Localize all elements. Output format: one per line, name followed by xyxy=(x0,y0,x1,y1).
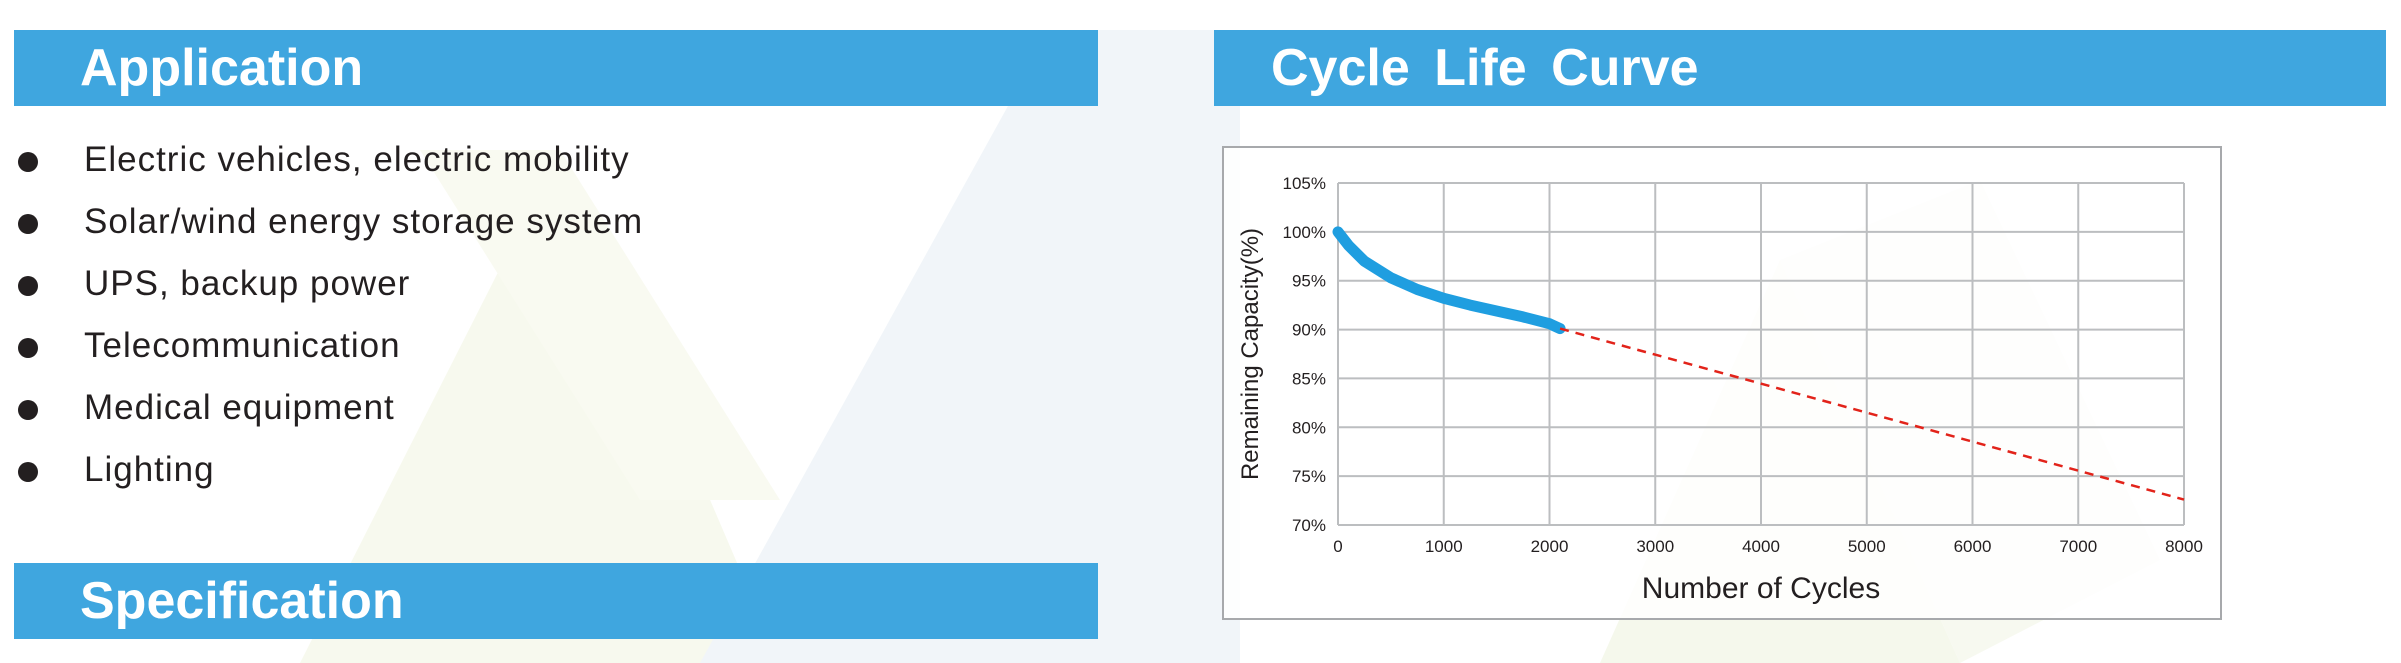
y-axis-label: Remaining Capacity(%) xyxy=(1237,228,1264,480)
y-tick-label: 95% xyxy=(1292,272,1326,291)
x-tick-label: 8000 xyxy=(2165,537,2203,556)
x-tick-label: 5000 xyxy=(1848,537,1886,556)
x-axis-label: Number of Cycles xyxy=(1642,572,1880,605)
list-item-label: Telecommunication xyxy=(84,326,401,365)
list-item: Electric vehicles, electric mobility xyxy=(14,132,643,194)
bullet-icon xyxy=(18,338,38,358)
x-axis-ticks: 0 1000 2000 3000 4000 5000 6000 7000 8000 xyxy=(1333,537,2203,556)
list-item: UPS, backup power xyxy=(14,256,643,318)
specification-banner: Specification xyxy=(14,563,1098,639)
application-banner: Application xyxy=(14,30,1098,106)
list-item-label: Lighting xyxy=(84,450,215,489)
y-tick-label: 75% xyxy=(1292,467,1326,486)
y-tick-label: 85% xyxy=(1292,369,1326,388)
measured-capacity-curve xyxy=(1332,226,1566,335)
list-item-label: Medical equipment xyxy=(84,388,395,427)
application-list: Electric vehicles, electric mobility Sol… xyxy=(14,132,643,504)
list-item: Medical equipment xyxy=(14,380,643,442)
x-tick-label: 1000 xyxy=(1425,537,1463,556)
chart-grid xyxy=(1337,182,2185,526)
y-tick-label: 105% xyxy=(1283,174,1326,193)
application-title: Application xyxy=(80,39,364,97)
x-tick-label: 0 xyxy=(1333,537,1342,556)
x-tick-label: 7000 xyxy=(2059,537,2097,556)
bullet-icon xyxy=(18,214,38,234)
y-axis-ticks: 105% 100% 95% 90% 85% 80% 75% 70% xyxy=(1283,174,1326,535)
projected-capacity-line xyxy=(1559,327,2185,501)
list-item: Solar/wind energy storage system xyxy=(14,194,643,256)
y-tick-label: 80% xyxy=(1292,418,1326,437)
specification-title: Specification xyxy=(80,572,404,630)
bullet-icon xyxy=(18,400,38,420)
list-item-label: Electric vehicles, electric mobility xyxy=(84,140,630,179)
y-tick-label: 100% xyxy=(1283,223,1326,242)
y-tick-label: 90% xyxy=(1292,321,1326,340)
y-tick-label: 70% xyxy=(1292,516,1326,535)
cycle-life-chart-svg: 105% 100% 95% 90% 85% 80% 75% 70% 0 1000 2000 3000… xyxy=(1237,174,2203,605)
cycle-life-title: Cycle Life Curve xyxy=(1271,39,1699,97)
cycle-life-chart: 105% 100% 95% 90% 85% 80% 75% 70% 0 1000 2000 3000… xyxy=(1222,146,2222,620)
chart-series xyxy=(1332,226,2185,501)
cycle-life-banner: Cycle Life Curve xyxy=(1214,30,2386,106)
x-tick-label: 6000 xyxy=(1954,537,1992,556)
x-tick-label: 2000 xyxy=(1531,537,1569,556)
list-item: Lighting xyxy=(14,442,643,504)
bullet-icon xyxy=(18,462,38,482)
x-tick-label: 3000 xyxy=(1636,537,1674,556)
list-item-label: UPS, backup power xyxy=(84,264,411,303)
bullet-icon xyxy=(18,276,38,296)
bullet-icon xyxy=(18,152,38,172)
list-item-label: Solar/wind energy storage system xyxy=(84,202,644,241)
list-item: Telecommunication xyxy=(14,318,643,380)
x-tick-label: 4000 xyxy=(1742,537,1780,556)
